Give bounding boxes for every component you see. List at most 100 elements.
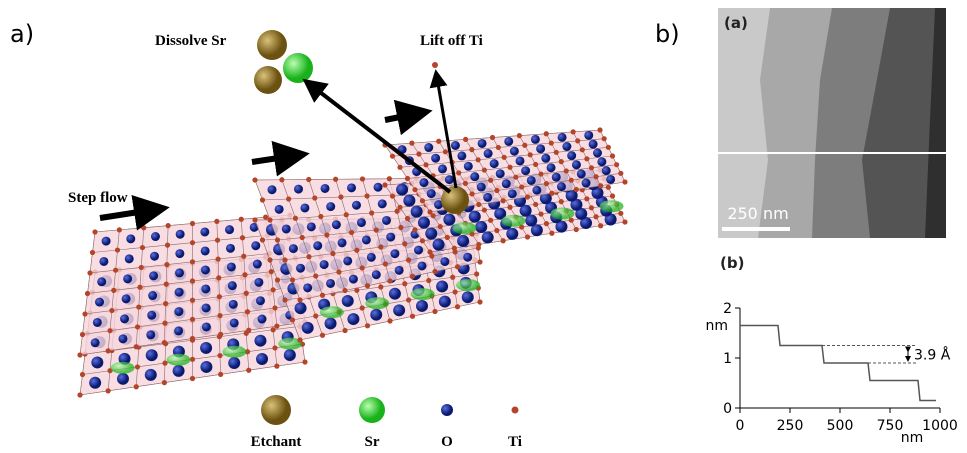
atom — [536, 144, 545, 153]
atom — [347, 183, 356, 192]
atom — [365, 323, 370, 328]
atom — [251, 241, 260, 250]
atom — [252, 177, 257, 182]
atom — [521, 166, 530, 175]
atom — [111, 362, 135, 374]
atom — [494, 228, 499, 233]
atom — [230, 318, 239, 327]
atom — [463, 253, 472, 262]
atom — [597, 127, 602, 132]
atom — [387, 318, 392, 323]
atom — [175, 288, 184, 297]
atom — [410, 274, 415, 279]
atom — [488, 218, 493, 223]
atom — [574, 187, 579, 192]
atom — [91, 356, 103, 368]
atom — [254, 335, 266, 347]
atom — [256, 296, 265, 305]
atom — [85, 291, 90, 296]
atom — [162, 321, 167, 326]
atom — [593, 174, 598, 179]
atom — [256, 353, 268, 365]
atom — [240, 235, 245, 240]
atom — [92, 229, 97, 234]
atom — [228, 357, 240, 369]
atom — [593, 214, 598, 219]
atom — [541, 154, 550, 163]
atom — [282, 257, 287, 262]
atom — [372, 270, 381, 279]
atom — [598, 183, 603, 188]
atom — [455, 264, 460, 269]
atom — [584, 156, 589, 161]
atom — [320, 306, 344, 318]
atom — [217, 294, 222, 299]
atom — [378, 244, 383, 249]
atom — [513, 175, 518, 180]
atom — [469, 191, 474, 196]
atom — [146, 330, 155, 339]
atom — [145, 369, 157, 381]
atom — [190, 336, 195, 341]
x-tick-label: 500 — [827, 418, 854, 434]
atom — [365, 297, 389, 309]
atom — [91, 338, 100, 347]
atom — [218, 332, 223, 337]
atom — [347, 313, 359, 325]
atom — [282, 297, 287, 302]
atom — [136, 304, 141, 309]
atom — [326, 279, 335, 288]
atom — [582, 179, 591, 188]
atom — [365, 283, 370, 288]
atom — [111, 288, 116, 293]
atom — [303, 283, 312, 292]
atom — [229, 300, 238, 309]
atom — [258, 315, 267, 324]
atom — [558, 133, 567, 142]
atom — [382, 182, 387, 187]
atom — [263, 215, 268, 220]
atom — [423, 162, 428, 167]
atom — [313, 273, 318, 278]
atom — [453, 289, 458, 294]
axis-label: nm — [705, 318, 728, 334]
atom — [150, 252, 159, 261]
atom — [382, 216, 391, 225]
atom — [445, 235, 450, 240]
atom — [122, 294, 131, 303]
atom — [507, 165, 512, 170]
atom — [202, 322, 211, 331]
atom — [82, 311, 87, 316]
atom — [522, 143, 527, 148]
atom — [549, 140, 554, 145]
atom — [90, 250, 95, 255]
atom — [488, 178, 493, 183]
atom — [245, 309, 250, 314]
atom — [405, 216, 410, 221]
atom — [370, 309, 382, 321]
legend-label: Sr — [365, 434, 380, 450]
atom — [342, 288, 347, 293]
atom — [397, 205, 402, 210]
atom — [420, 238, 425, 243]
y-tick-label: 2 — [723, 301, 732, 317]
atom — [516, 156, 525, 165]
atom — [201, 246, 210, 255]
atom — [474, 271, 479, 276]
atom — [190, 376, 195, 381]
atom — [293, 216, 298, 221]
atom — [533, 162, 538, 167]
atom — [218, 372, 223, 377]
atom — [296, 264, 305, 273]
atom — [387, 278, 392, 283]
atom — [552, 173, 561, 182]
atom — [469, 211, 481, 223]
atom — [574, 227, 579, 232]
atom — [506, 228, 518, 240]
atom — [242, 272, 247, 277]
atom — [300, 203, 309, 212]
atom — [134, 384, 139, 389]
atom — [342, 295, 354, 307]
atom — [274, 364, 279, 369]
atom — [544, 221, 549, 226]
